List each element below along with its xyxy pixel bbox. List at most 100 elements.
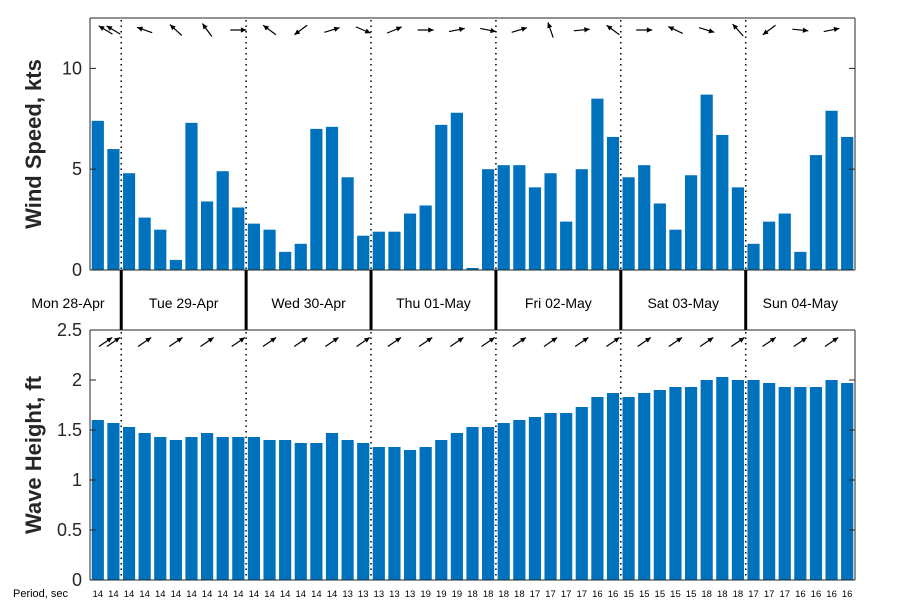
arrow-head: [114, 337, 121, 343]
period-value: 17: [545, 589, 556, 600]
arrow-head: [270, 337, 277, 343]
period-value: 14: [124, 589, 135, 600]
bar: [232, 207, 245, 270]
bar: [107, 423, 120, 580]
bar: [357, 235, 370, 270]
y-tick-label: 2.5: [57, 320, 82, 340]
bar: [169, 259, 182, 270]
bar: [794, 387, 807, 580]
arrow-head: [176, 337, 183, 343]
arrow-head: [457, 337, 464, 343]
y-tick-label: 5: [72, 159, 82, 179]
direction-arrow: [573, 27, 590, 33]
bar: [841, 136, 854, 270]
period-value: 14: [311, 589, 322, 600]
arrow-head: [707, 337, 714, 343]
bar: [279, 251, 292, 270]
direction-arrow: [730, 336, 745, 348]
bar: [731, 380, 744, 580]
period-value: 15: [686, 589, 697, 600]
arrow-head: [521, 26, 527, 32]
period-axis-label: Period, sec: [13, 588, 69, 600]
bar: [388, 231, 401, 270]
y-tick-label: 2: [72, 370, 82, 390]
arrow-head: [584, 27, 590, 33]
bar: [294, 443, 307, 580]
bar: [606, 393, 620, 580]
period-value: 16: [592, 589, 603, 600]
bar: [482, 169, 495, 270]
direction-arrow: [169, 24, 183, 36]
period-value: 19: [452, 589, 463, 600]
bar: [778, 213, 791, 270]
arrow-head: [98, 25, 105, 31]
arrow-head: [732, 24, 739, 30]
direction-arrow: [637, 336, 652, 348]
y-tick-label: 1: [72, 470, 82, 490]
bar: [310, 128, 323, 270]
period-value: 18: [733, 589, 744, 600]
bar: [341, 177, 354, 270]
bar: [372, 447, 385, 580]
day-label: Thu 01-May: [396, 295, 471, 311]
arrow-head: [240, 27, 247, 33]
period-value: 18: [514, 589, 525, 600]
direction-arrow: [293, 24, 308, 36]
arrow-head: [613, 337, 620, 343]
bar: [528, 187, 542, 270]
wind-speed-panel: 0 5 10 Wind Speed, kts: [21, 17, 856, 280]
period-value: 16: [608, 589, 619, 600]
bar: [825, 110, 838, 271]
direction-arrow: [823, 26, 840, 33]
bar: [700, 94, 713, 270]
arrow-head: [263, 25, 270, 31]
arrow-head: [551, 337, 558, 343]
bar: [700, 380, 713, 580]
arrow-head: [582, 337, 589, 343]
direction-arrow: [732, 23, 744, 37]
arrow-head: [395, 26, 402, 32]
arrow-head: [520, 337, 526, 343]
arrow-head: [769, 337, 776, 343]
period-value: 14: [280, 589, 291, 600]
bar: [544, 413, 557, 580]
direction-arrow: [449, 336, 464, 348]
period-value: 14: [186, 589, 197, 600]
arrow-head: [762, 29, 769, 35]
period-value: 14: [171, 589, 182, 600]
bar: [513, 165, 526, 270]
direction-arrow: [201, 23, 213, 37]
arrow-head: [644, 337, 651, 343]
arrow-head: [169, 24, 176, 31]
direction-arrow: [387, 336, 402, 348]
direction-arrow: [106, 25, 121, 35]
direction-arrow: [543, 336, 558, 348]
direction-arrow: [355, 26, 371, 34]
direction-arrow: [448, 26, 465, 33]
bar: [794, 251, 807, 270]
direction-arrow: [762, 336, 777, 348]
arrow-head: [363, 337, 370, 343]
bar: [763, 221, 776, 270]
day-label-band: Mon 28-Apr Tue 29-Apr Wed 30-Apr Thu 01-May…: [13, 270, 852, 600]
day-label: Wed 30-Apr: [271, 295, 346, 311]
y-tick-label: 10: [62, 58, 82, 78]
arrow-head: [333, 26, 340, 32]
direction-arrow: [699, 336, 714, 348]
period-value: 18: [483, 589, 494, 600]
direction-arrow: [230, 27, 247, 33]
period-value: 17: [748, 589, 759, 600]
direction-arrow: [636, 27, 653, 33]
period-value: 16: [842, 589, 853, 600]
arrow-head: [395, 337, 402, 343]
bar: [357, 443, 370, 580]
bar: [763, 383, 776, 580]
arrow-head: [145, 337, 152, 343]
bar: [653, 203, 666, 270]
bar: [325, 126, 339, 270]
bar: [591, 98, 604, 270]
arrow-head: [458, 26, 465, 33]
arrow-head: [428, 27, 434, 33]
y-tick-label: 0: [72, 570, 82, 590]
